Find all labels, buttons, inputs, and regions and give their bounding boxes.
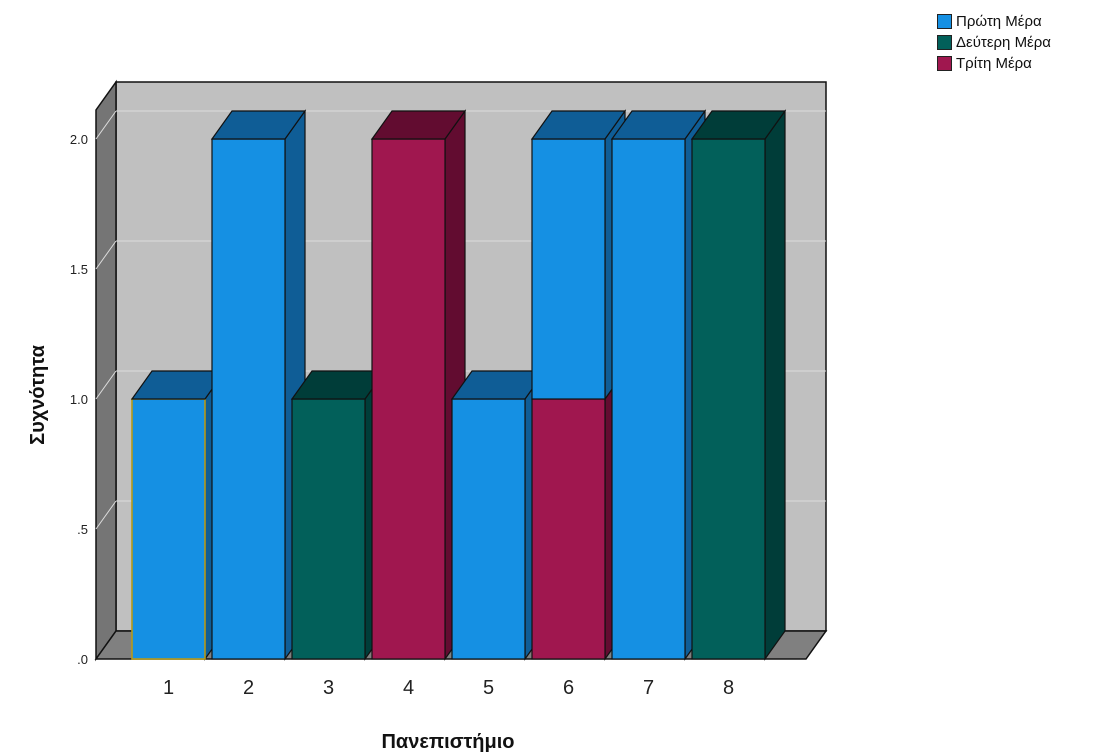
legend-swatch xyxy=(937,35,952,50)
bar-segment xyxy=(690,109,787,661)
bar-top xyxy=(210,110,307,140)
x-tick-label: 3 xyxy=(323,677,334,699)
y-tick-label: 1.5 xyxy=(70,262,88,277)
y-tick-label: .0 xyxy=(77,652,88,667)
gridline-side xyxy=(95,500,117,530)
y-axis-ticks: .0 .5 1.0 1.5 2.0 xyxy=(70,132,88,667)
bar-segment xyxy=(370,109,467,661)
legend-item: Πρώτη Μέρα xyxy=(937,11,1051,32)
bar-top xyxy=(690,110,787,140)
bar-front xyxy=(211,138,286,660)
bar-segment xyxy=(610,109,707,661)
x-tick-label: 1 xyxy=(163,677,174,699)
y-axis-title: Συχνότητα xyxy=(27,344,49,444)
legend-item: Τρίτη Μέρα xyxy=(937,53,1051,74)
x-tick-label: 2 xyxy=(243,677,254,699)
legend-item: Δεύτερη Μέρα xyxy=(937,32,1051,53)
x-tick-label: 7 xyxy=(643,677,654,699)
bar-front xyxy=(691,138,766,660)
bar-side xyxy=(764,109,786,661)
bar-segment xyxy=(450,369,547,661)
x-tick-label: 5 xyxy=(483,677,494,699)
bar-front xyxy=(531,138,606,400)
legend-swatch xyxy=(937,14,952,29)
x-tick-label: 6 xyxy=(563,677,574,699)
bar-front xyxy=(611,138,686,660)
bars xyxy=(130,109,787,661)
bar-segment xyxy=(210,109,307,661)
bar-segment xyxy=(130,369,227,661)
bar-front xyxy=(131,398,206,660)
bar-segment xyxy=(531,369,626,661)
bar-front xyxy=(371,138,446,660)
bar-segment xyxy=(530,109,627,401)
bar-top xyxy=(370,110,467,140)
bar-top xyxy=(610,110,707,140)
gridline-side xyxy=(95,110,117,140)
x-axis-ticks: 1 2 3 4 5 6 7 8 xyxy=(163,677,734,699)
x-axis-title: Πανεπιστήμιο xyxy=(381,731,514,753)
legend-label: Τρίτη Μέρα xyxy=(956,55,1032,72)
gridline-side xyxy=(95,370,117,400)
bar-top xyxy=(530,110,627,140)
bar-front xyxy=(451,398,526,660)
bar-segment xyxy=(290,369,387,661)
y-tick-label: .5 xyxy=(77,522,88,537)
bar-front xyxy=(531,398,606,660)
gridline-side xyxy=(95,240,117,270)
x-tick-label: 8 xyxy=(723,677,734,699)
x-tick-label: 4 xyxy=(403,677,414,699)
legend-swatch xyxy=(937,56,952,71)
bar-front xyxy=(291,398,366,660)
side-wall xyxy=(95,79,117,662)
legend-label: Πρώτη Μέρα xyxy=(956,13,1042,30)
y-tick-label: 2.0 xyxy=(70,132,88,147)
legend: Πρώτη Μέρα Δεύτερη Μέρα Τρίτη Μέρα xyxy=(937,11,1051,74)
legend-label: Δεύτερη Μέρα xyxy=(956,34,1051,51)
y-tick-label: 1.0 xyxy=(70,392,88,407)
